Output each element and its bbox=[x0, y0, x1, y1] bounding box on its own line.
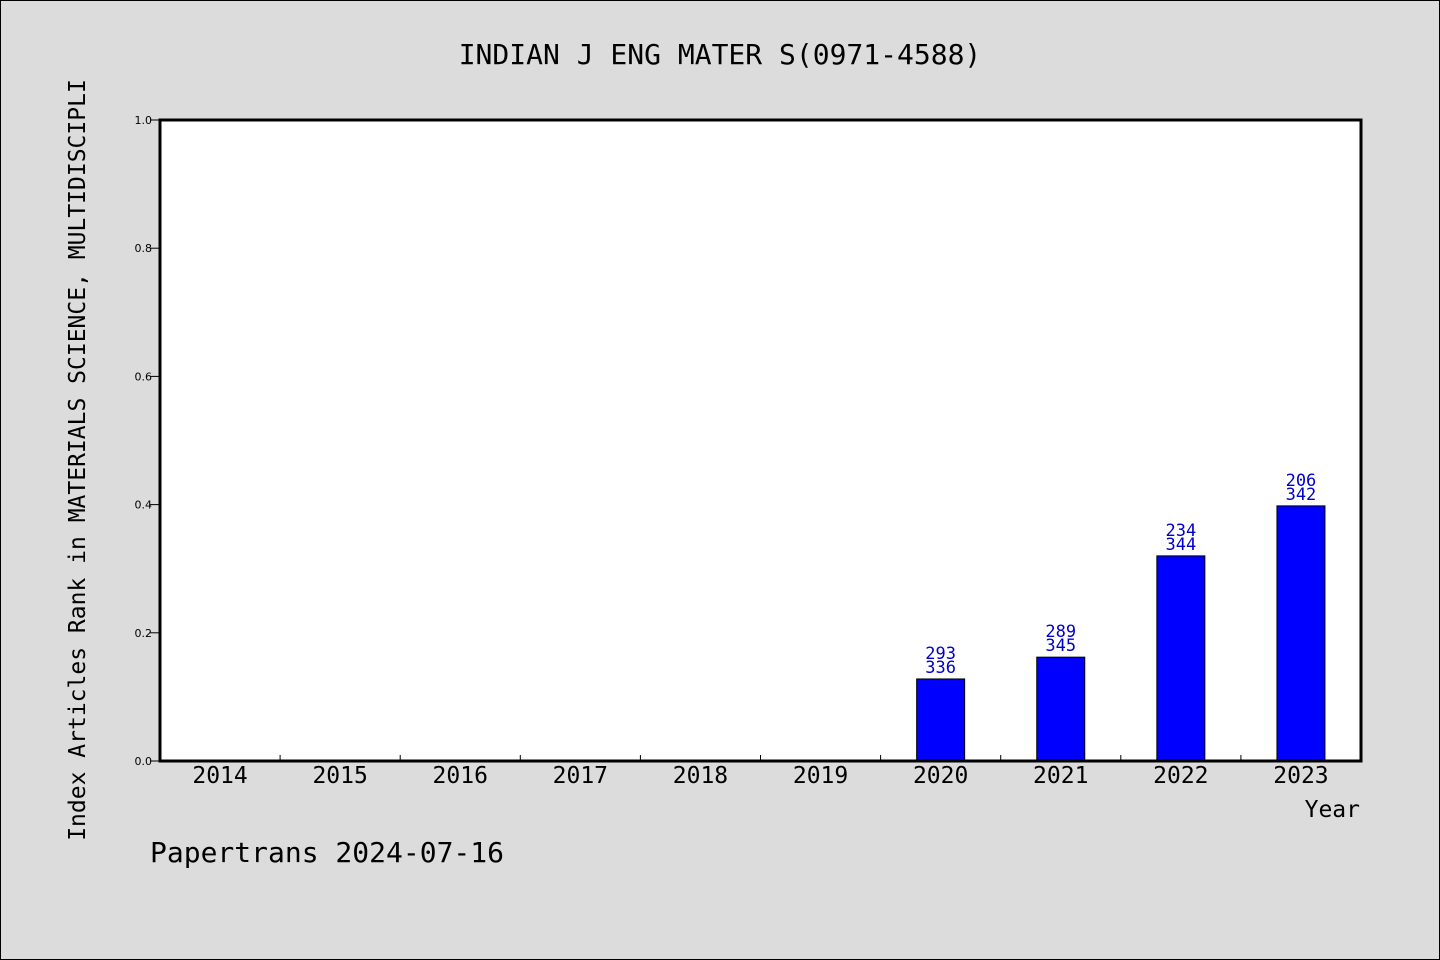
x-tick-label: 2018 bbox=[673, 763, 728, 789]
x-tick-label: 2020 bbox=[913, 763, 968, 789]
plot-border bbox=[158, 118, 1363, 763]
x-tick-label: 2021 bbox=[1033, 763, 1088, 789]
y-tick-label: 0.6 bbox=[135, 370, 153, 383]
data-label-total: 345 bbox=[1045, 636, 1076, 656]
x-axis-label: Year bbox=[1305, 797, 1360, 823]
data-label-rank: 293 bbox=[925, 644, 956, 664]
y-tick-label: 0.4 bbox=[135, 499, 153, 512]
bar bbox=[1156, 555, 1206, 762]
data-label-total: 342 bbox=[1286, 485, 1317, 505]
footer-text: Papertrans 2024-07-16 bbox=[150, 836, 504, 869]
data-label-rank: 206 bbox=[1286, 471, 1317, 491]
y-axis-label: Index Articles Rank in MATERIALS SCIENCE… bbox=[65, 79, 91, 841]
x-tick-label: 2016 bbox=[433, 763, 488, 789]
data-label-total: 344 bbox=[1165, 535, 1196, 555]
data-label-total: 336 bbox=[925, 658, 956, 678]
x-tick-label: 2019 bbox=[793, 763, 848, 789]
y-tick-label: 0.8 bbox=[135, 242, 153, 255]
bar bbox=[1276, 505, 1326, 762]
bar bbox=[1036, 656, 1086, 762]
y-tick-label: 0.2 bbox=[135, 627, 153, 640]
y-tick-label: 1.0 bbox=[135, 114, 153, 127]
x-tick-label: 2022 bbox=[1153, 763, 1208, 789]
bar bbox=[916, 678, 966, 762]
x-tick-label: 2017 bbox=[553, 763, 608, 789]
data-label-rank: 234 bbox=[1165, 521, 1196, 541]
chart-title: INDIAN J ENG MATER S(0971-4588) bbox=[459, 38, 982, 71]
x-tick-label: 2015 bbox=[312, 763, 367, 789]
y-tick-label: 0.0 bbox=[135, 755, 153, 768]
x-tick-label: 2023 bbox=[1273, 763, 1328, 789]
axis-ticks: 0.0 0.2 0.4 0.6 0.8 1.0 2014 2015 2016 2017 2018 20… bbox=[135, 114, 1329, 789]
bars bbox=[916, 505, 1326, 762]
data-label-rank: 289 bbox=[1045, 622, 1076, 642]
x-tick-label: 2014 bbox=[192, 763, 247, 789]
